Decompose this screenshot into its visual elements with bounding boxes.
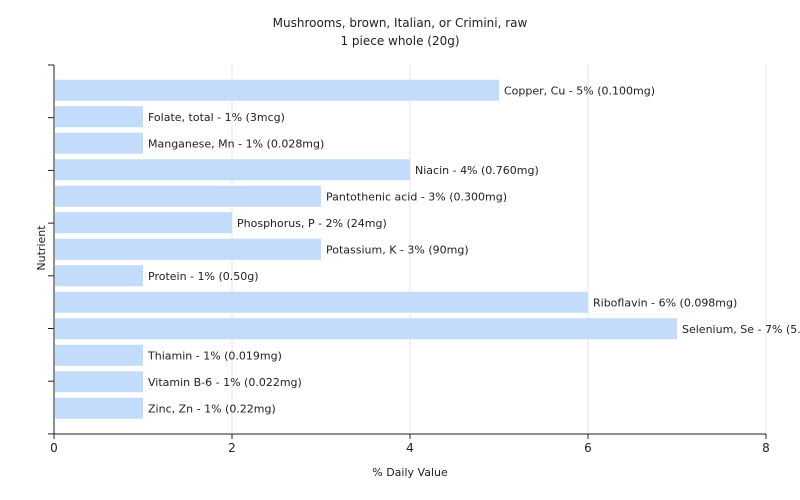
- x-tick-label: 0: [50, 441, 58, 455]
- bar: [55, 344, 143, 366]
- bar-label: Vitamin B-6 - 1% (0.022mg): [148, 376, 302, 389]
- x-tick-label: 4: [406, 441, 414, 455]
- y-axis-title: Nutrient: [35, 225, 48, 271]
- bar: [55, 238, 321, 260]
- bar: [55, 318, 677, 340]
- bar-label: Protein - 1% (0.50g): [148, 270, 259, 283]
- bar: [55, 397, 143, 419]
- bar: [55, 159, 410, 181]
- bars: Copper, Cu - 5% (0.100mg) Folate, total -…: [55, 79, 800, 419]
- x-tick-label: 2: [228, 441, 236, 455]
- bar: [55, 132, 143, 154]
- bar-label: Manganese, Mn - 1% (0.028mg): [148, 137, 324, 150]
- x-tick-label: 8: [762, 441, 770, 455]
- chart-subtitle: 1 piece whole (20g): [340, 34, 459, 48]
- bar: [55, 185, 321, 207]
- bar-label: Phosphorus, P - 2% (24mg): [237, 217, 387, 230]
- bar-label: Selenium, Se - 7% (5.2mcg): [682, 323, 800, 336]
- bar: [55, 106, 143, 128]
- bar-label: Zinc, Zn - 1% (0.22mg): [148, 402, 276, 415]
- bar-label: Riboflavin - 6% (0.098mg): [593, 296, 737, 309]
- bar: [55, 291, 588, 313]
- bar-label: Folate, total - 1% (3mcg): [148, 111, 285, 124]
- chart-title: Mushrooms, brown, Italian, or Crimini, r…: [273, 16, 528, 30]
- bar: [55, 79, 499, 101]
- bar-label: Niacin - 4% (0.760mg): [415, 164, 539, 177]
- x-axis-title: % Daily Value: [372, 466, 448, 479]
- bar: [55, 371, 143, 393]
- bar: [55, 212, 232, 234]
- axes: 0 2 4 6 8: [48, 64, 770, 455]
- x-tick-label: 6: [584, 441, 592, 455]
- bar-label: Copper, Cu - 5% (0.100mg): [504, 84, 655, 97]
- bar: [55, 265, 143, 287]
- bar-label: Potassium, K - 3% (90mg): [326, 243, 469, 256]
- bar-label: Thiamin - 1% (0.019mg): [147, 349, 282, 362]
- bar-label: Pantothenic acid - 3% (0.300mg): [326, 190, 507, 203]
